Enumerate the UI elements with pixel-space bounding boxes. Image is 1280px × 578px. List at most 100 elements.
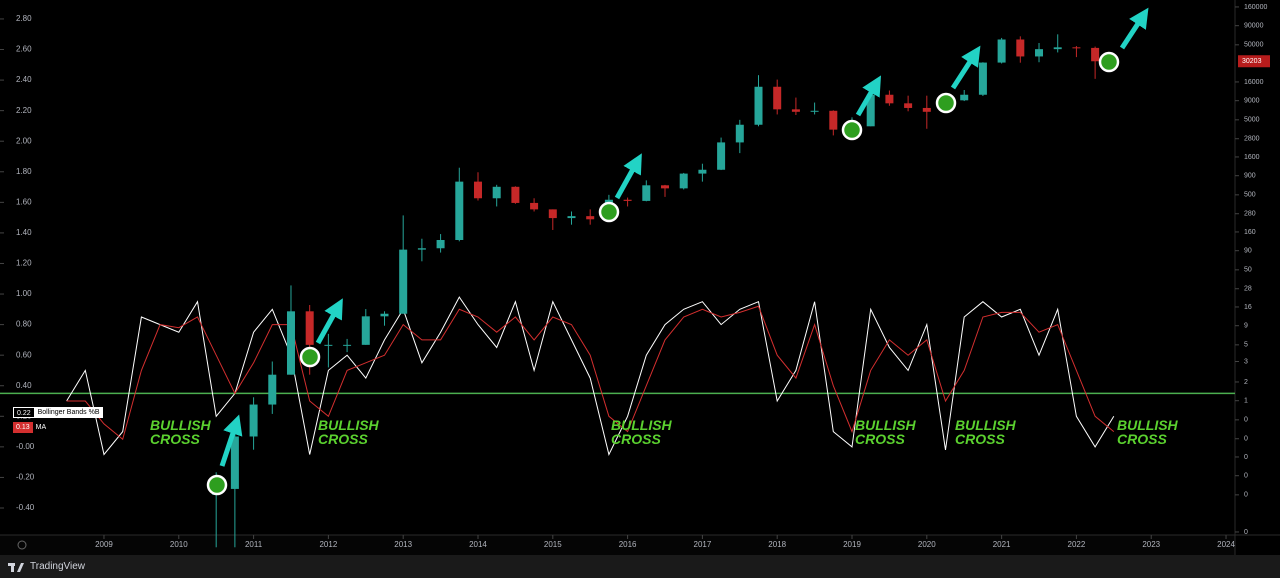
candle-body [661,185,669,189]
annotation: BULLISH CROSS [611,417,672,447]
highlight-circle [598,201,620,223]
y2-tick-label: 5 [1244,342,1248,349]
y-tick-label: -0.00 [16,442,35,451]
annotation: BULLISH CROSS [855,417,916,447]
brand[interactable]: TradingView [30,561,86,572]
y2-tick-label: 0 [1244,454,1248,461]
candle-body [230,436,239,489]
candle-body [511,186,520,203]
y-tick-label: 2.20 [16,106,32,115]
highlight-circle [299,346,321,368]
legend-value: 0.22 [13,407,35,418]
y2-tick-label: 0 [1244,417,1248,424]
y-tick-label: 1.80 [16,167,32,176]
x-tick-label: 2019 [843,540,861,549]
legend-name: MA [32,422,50,433]
y-tick-label: 0.60 [16,350,32,359]
y-tick-label: 0.80 [16,320,32,329]
candle-body [324,344,333,346]
x-tick-label: 2014 [469,540,487,549]
series-line [66,296,1115,456]
y-tick-label: 1.20 [16,259,32,268]
candle-body [548,209,557,219]
candle-body [978,62,987,95]
candle-body [642,185,651,201]
y-tick-label: 2.00 [16,136,32,145]
candle-body [866,94,875,127]
x-tick-label: 2024 [1217,540,1235,549]
settings-icon[interactable] [17,540,27,550]
annotation: BULLISH CROSS [1117,417,1178,447]
y-tick-label: -0.20 [16,473,35,482]
candle-body [698,169,707,174]
y2-tick-label: 160 [1244,229,1256,236]
x-tick-label: 2020 [918,540,936,549]
y-tick-label: 1.00 [16,289,32,298]
candle-body [361,316,370,345]
x-tick-label: 2022 [1068,540,1086,549]
candle-body [922,107,931,112]
highlight-circle [206,474,228,496]
chart: 2.80 2.60 2.40 2.20 2.00 1.80 1.60 1.40 1.20 1.00… [0,0,1280,555]
candle-body [436,239,445,249]
y2-tick-label: 1 [1244,398,1248,405]
arrow [315,298,343,345]
candle-body [810,110,819,112]
footer: TradingView [0,555,1280,578]
candle-body [343,344,352,346]
series-line [66,305,1115,441]
y-tick-label: 1.60 [16,197,32,206]
candle-body [1053,47,1062,50]
y2-tick-label: 9 [1244,323,1248,330]
time-axis-bg [0,535,1235,555]
price-label: 30203 [1242,58,1262,65]
y2-tick-label: 0 [1244,436,1248,443]
y2-tick-label: 900 [1244,173,1256,180]
x-tick-label: 2013 [394,540,412,549]
y2-tick-label: 0 [1244,473,1248,480]
x-tick-label: 2023 [1142,540,1160,549]
y-tick-label: 2.40 [16,75,32,84]
candle-body [773,86,782,110]
y2-tick-label: 90 [1244,248,1252,255]
highlight-circle [935,92,957,114]
y2-tick-label: 280 [1244,211,1256,218]
y-tick-label: 2.60 [16,45,32,54]
candle-body [885,94,894,104]
candle-body [249,404,258,437]
highlight-circle [841,119,863,141]
candle-body [623,199,632,201]
x-tick-label: 2016 [619,540,637,549]
x-tick-label: 2010 [170,540,188,549]
candle-body [586,216,595,220]
legend-name: Bollinger Bands %B [34,407,103,418]
candle-body [530,202,539,210]
candle-body [455,181,464,240]
candle-body [380,313,389,317]
candle-body [717,142,726,170]
y2-tick-label: 90000 [1244,23,1264,30]
y2-tick-label: 16000 [1244,79,1264,86]
candle-body [829,110,838,130]
x-tick-label: 2018 [768,540,786,549]
highlight-circle [1098,51,1120,73]
y2-tick-label: 0 [1244,529,1248,536]
y2-tick-label: 9000 [1244,98,1260,105]
annotation: BULLISH CROSS [318,417,379,447]
y2-tick-label: 3 [1244,358,1248,365]
y2-tick-label: 0 [1244,492,1248,499]
candle-body [473,181,482,199]
x-tick-label: 2015 [544,540,562,549]
candle-body [679,173,688,189]
candle-body [1016,39,1025,57]
y2-tick-label: 50000 [1244,42,1264,49]
candle-body [399,249,408,314]
y2-tick-label: 500 [1244,192,1256,199]
x-tick-label: 2011 [245,540,263,549]
candle-body [791,109,800,112]
candle-body [904,103,913,108]
arrow [219,414,243,467]
arrow [855,75,882,117]
candle-body [997,39,1006,63]
